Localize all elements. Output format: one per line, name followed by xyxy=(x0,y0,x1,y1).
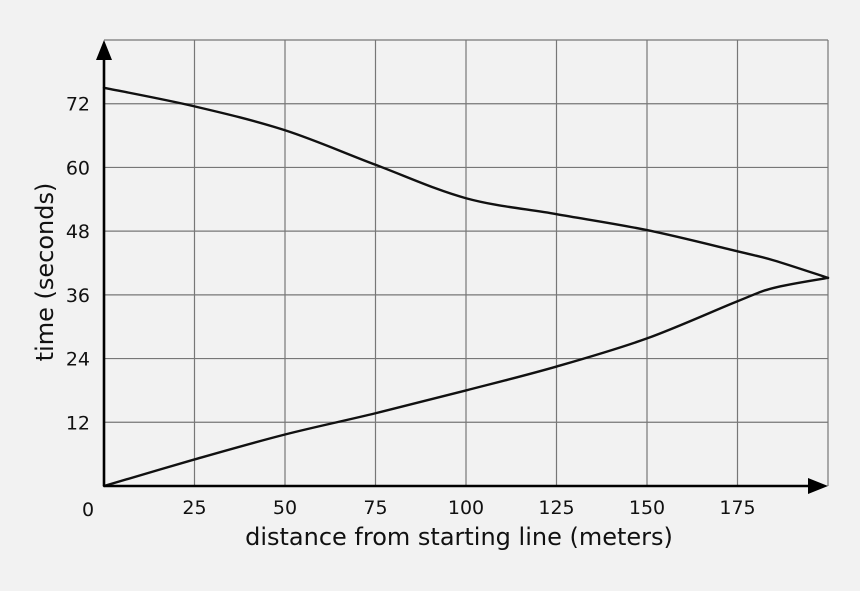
tick-labels: 25 50 75 100 125 150 175 12 24 36 48 60 72 xyxy=(66,94,756,519)
y-axis-arrowhead xyxy=(96,40,112,60)
series-line-increasing xyxy=(102,276,830,488)
origin-label: 0 xyxy=(82,499,94,521)
x-tick-label: 100 xyxy=(448,497,484,519)
x-axis-label: distance from starting line (meters) xyxy=(245,523,673,551)
y-axis-label: time (seconds) xyxy=(31,183,59,362)
axes xyxy=(96,40,828,494)
series-layer xyxy=(102,86,830,488)
y-tick-label: 12 xyxy=(66,412,90,434)
x-tick-label: 125 xyxy=(538,497,574,519)
grid xyxy=(104,39,829,486)
x-tick-label: 50 xyxy=(273,497,297,519)
x-tick-label: 25 xyxy=(182,497,206,519)
y-tick-label: 24 xyxy=(66,349,90,371)
x-tick-label: 150 xyxy=(629,497,665,519)
y-tick-label: 60 xyxy=(66,157,90,179)
y-tick-label: 72 xyxy=(66,94,90,116)
x-axis-arrowhead xyxy=(808,478,828,494)
y-tick-label: 36 xyxy=(66,285,90,307)
x-tick-label: 175 xyxy=(719,497,755,519)
series-line-decreasing xyxy=(102,86,830,280)
x-tick-label: 75 xyxy=(363,497,387,519)
y-tick-label: 48 xyxy=(66,221,90,243)
